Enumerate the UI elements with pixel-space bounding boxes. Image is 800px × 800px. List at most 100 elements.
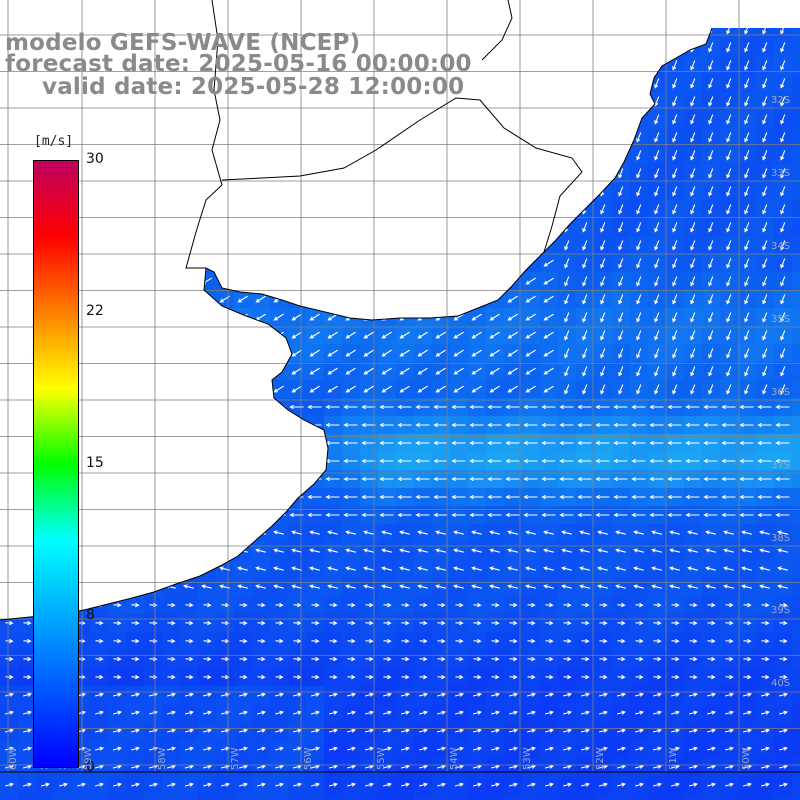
wind-arrow — [543, 169, 554, 177]
wind-arrow — [363, 28, 374, 33]
ocean-cell — [432, 794, 451, 800]
wind-arrow — [580, 746, 591, 751]
wind-arrow — [598, 764, 609, 769]
ocean-cell — [396, 308, 415, 327]
wind-arrow — [708, 60, 714, 71]
wind-arrow — [382, 782, 393, 787]
wind-arrow — [472, 710, 483, 715]
wind-arrow — [183, 385, 194, 393]
wind-arrow — [310, 764, 321, 769]
wind-arrow — [762, 114, 768, 125]
ocean-cell — [468, 164, 487, 183]
ocean-cell — [108, 272, 127, 291]
wind-arrow — [690, 366, 696, 377]
wind-arrow — [129, 295, 140, 303]
ocean-cell — [234, 506, 253, 525]
wind-arrow — [129, 151, 140, 159]
wind-arrow — [564, 96, 570, 107]
wind-arrow — [271, 458, 286, 464]
wind-arrow — [255, 331, 266, 339]
ocean-cell — [270, 254, 289, 273]
wind-arrow — [361, 458, 376, 464]
wind-arrow — [147, 566, 158, 571]
lon-label-56w: 56W — [303, 747, 314, 770]
wind-arrow — [618, 96, 624, 107]
ocean-cell — [216, 542, 235, 561]
wind-arrow — [127, 476, 142, 482]
wind-arrow — [723, 566, 734, 571]
ocean-cell — [252, 146, 271, 165]
wind-arrow — [21, 295, 32, 303]
wind-arrow — [471, 187, 482, 195]
wind-arrow — [672, 240, 678, 251]
wind-arrow — [778, 692, 789, 697]
wind-arrow — [613, 404, 628, 410]
ocean-cell — [792, 416, 800, 435]
ocean-cell — [0, 308, 19, 327]
wind-arrow — [685, 458, 700, 464]
wind-arrow — [184, 764, 195, 769]
lat-label-37s: 37S — [771, 460, 791, 471]
wind-arrow — [183, 133, 194, 141]
wind-arrow — [742, 692, 753, 697]
ocean-cell — [252, 110, 271, 129]
wind-arrow — [311, 638, 320, 644]
ocean-cell — [0, 578, 19, 597]
wind-arrow — [130, 710, 141, 715]
wind-arrow — [564, 276, 570, 287]
wind-arrow — [309, 349, 320, 357]
wind-arrow — [636, 60, 642, 71]
wind-arrow — [181, 404, 196, 410]
wind-arrow — [582, 330, 588, 341]
wind-arrow — [129, 385, 140, 393]
wind-arrow — [130, 746, 141, 751]
wind-arrow — [564, 294, 570, 305]
wind-arrow — [525, 566, 536, 571]
wind-arrow — [617, 674, 626, 680]
wind-arrow — [147, 331, 158, 339]
wind-arrow — [543, 313, 554, 321]
ocean-cell — [90, 362, 109, 381]
ocean-cell — [792, 704, 800, 723]
wind-arrow — [636, 366, 642, 377]
lat-label-38s: 38S — [771, 533, 791, 544]
wind-arrow — [40, 782, 51, 787]
wind-arrow — [201, 313, 212, 321]
wind-arrow — [562, 782, 573, 787]
wind-arrow — [757, 458, 772, 464]
ocean-cell — [216, 308, 235, 327]
lon-label-55w: 55W — [376, 747, 387, 770]
ocean-cell — [360, 236, 379, 255]
wind-arrow — [3, 115, 14, 123]
wind-arrow — [690, 222, 696, 233]
wind-arrow — [399, 367, 410, 375]
wind-arrow — [274, 782, 285, 787]
ocean-cell — [432, 146, 451, 165]
wind-arrow — [417, 205, 428, 213]
ocean-cell — [0, 488, 19, 507]
ocean-cell — [72, 794, 91, 800]
wind-arrow — [327, 331, 338, 339]
ocean-cell — [306, 290, 325, 309]
wind-arrow — [3, 584, 14, 589]
ocean-cell — [180, 290, 199, 309]
ocean-cell — [0, 416, 19, 435]
wind-arrow — [130, 764, 141, 769]
ocean-cell — [342, 128, 361, 147]
wind-arrow — [93, 277, 104, 285]
wind-arrow — [145, 512, 160, 518]
wind-arrow — [541, 458, 556, 464]
ocean-cell — [486, 218, 505, 237]
wind-arrow — [203, 620, 212, 626]
wind-arrow — [346, 746, 357, 751]
wind-arrow — [379, 476, 394, 482]
wind-arrow — [383, 620, 392, 626]
wind-arrow — [523, 458, 538, 464]
wind-arrow — [562, 746, 573, 751]
wind-arrow — [489, 97, 500, 105]
wind-arrow — [327, 566, 338, 571]
wind-arrow — [165, 548, 176, 553]
wind-arrow — [775, 476, 790, 482]
wind-arrow — [237, 241, 248, 249]
wind-arrow — [507, 385, 518, 393]
